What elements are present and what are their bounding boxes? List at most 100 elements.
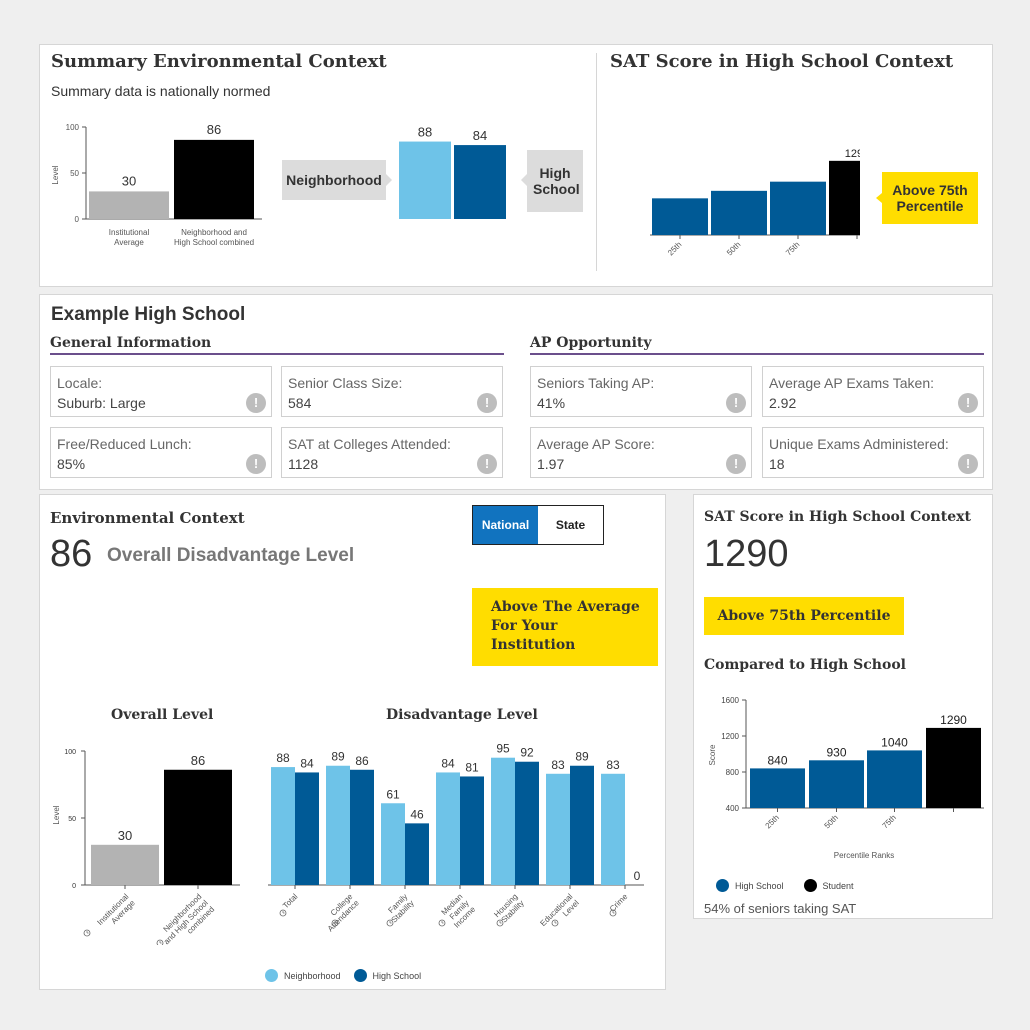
info-icon[interactable]: ! (477, 454, 497, 474)
x-tick-label: CollegeAttendance (319, 892, 361, 934)
bar-value-label: 95 (496, 742, 510, 756)
x-tick-label: 25th (764, 813, 781, 830)
toggle-national[interactable]: National (473, 506, 538, 544)
x-tick-label: Total (281, 892, 299, 910)
summary-divider (596, 53, 597, 271)
sat-badge: Above 75th Percentile (704, 597, 904, 635)
disadv-bar (601, 773, 625, 885)
info-icon[interactable]: ! (726, 454, 746, 474)
info-icon[interactable]: ! (477, 393, 497, 413)
legend-high-school-swatch (716, 879, 729, 892)
x-tick-label: Neighborhood and High School combined (174, 228, 254, 247)
info-icon[interactable]: ! (958, 454, 978, 474)
sat-bar-2 (770, 181, 826, 235)
sat-badge-text: Above 75th Percentile (717, 608, 891, 624)
x-tick-label: 75th (881, 813, 898, 830)
bar-value-label: 92 (520, 746, 534, 760)
summary-sat-title: SAT Score in High School Context (610, 51, 954, 72)
bar-value-label: 1290 (940, 713, 967, 727)
bar-value-label: 89 (331, 750, 345, 764)
bar-value-label: 84 (300, 756, 314, 770)
y-tick-label: 0 (75, 215, 80, 224)
y-tick-label: 50 (70, 169, 79, 178)
legend-neighborhood-swatch (265, 969, 278, 982)
high-school-callout: High School (527, 150, 583, 212)
bar-value-label: 88 (276, 751, 290, 765)
compared-title: Compared to High School (704, 657, 906, 673)
field-free-reduced-lunch-value: 85% (57, 456, 86, 472)
compared-bar-3 (926, 727, 981, 808)
summary-sat-badge-text: Above 75th Percentile (892, 182, 968, 214)
y-tick-label: 100 (66, 123, 80, 132)
legend-high-school-swatch (353, 969, 367, 982)
field-unique-exams-label: Unique Exams Administered: (769, 436, 949, 452)
clock-icon (156, 939, 164, 945)
disadv-bar (460, 776, 484, 885)
summary-comparison-chart: 88 84 (399, 125, 506, 219)
disadv-bar (295, 772, 319, 885)
env-title: Environmental Context (50, 509, 245, 527)
info-icon[interactable]: ! (246, 393, 266, 413)
y-tick-label: 100 (64, 749, 76, 756)
info-icon[interactable]: ! (726, 393, 746, 413)
disadv-bar (381, 803, 405, 885)
bar-1 (174, 139, 254, 219)
sat-bar-3 (829, 160, 860, 235)
bar-value-label: 86 (355, 754, 369, 768)
overall-level-title: Overall Level (111, 707, 214, 723)
bar-value-label: 46 (410, 807, 424, 821)
disadvantage-level-title: Disadvantage Level (386, 707, 538, 723)
y-tick-label: 1200 (721, 732, 739, 741)
compared-xlabel: Percentile Ranks (834, 851, 894, 860)
sat-score: 1290 (704, 533, 789, 575)
bar-value-label: 930 (826, 745, 846, 759)
compared-bar-0 (750, 768, 805, 808)
y-tick-label: 0 (72, 883, 76, 890)
legend-high-school-label: High School (372, 970, 422, 981)
sat-bar-0 (652, 198, 708, 235)
bar-value-label: 840 (767, 753, 787, 767)
field-locale-value: Suburb: Large (57, 395, 146, 411)
ap-opportunity-heading: AP Opportunity (530, 335, 652, 351)
bar-value-label: 81 (465, 760, 479, 774)
info-icon[interactable]: ! (958, 393, 978, 413)
disadv-bar (570, 765, 594, 885)
sat-title: SAT Score in High School Context (704, 509, 971, 525)
field-sat-colleges: SAT at Colleges Attended: 1128 ! (281, 427, 503, 478)
field-seniors-taking-ap: Seniors Taking AP: 41% ! (530, 366, 752, 417)
y-tick-label: 800 (726, 768, 740, 777)
school-panel: Example High School General Information … (39, 294, 993, 490)
field-locale-label: Locale: (57, 375, 103, 391)
field-locale: Locale: Suburb: Large ! (50, 366, 272, 417)
summary-high-school-value: 84 (473, 128, 487, 143)
toggle-state[interactable]: State (538, 506, 603, 544)
bar-value-label: 1040 (881, 735, 908, 749)
y-tick-label: 400 (726, 804, 740, 813)
overall-level-chart: Level 0 50 100 30 InstitutionalAverage 86 Neig… (52, 749, 240, 945)
disadv-bar (491, 757, 515, 885)
bar-value-label: 86 (191, 753, 205, 768)
field-avg-ap-exams: Average AP Exams Taken: 2.92 ! (762, 366, 984, 417)
compared-chart: Score 400 800 1200 1600 840 25th 930 50th 1040 75… (708, 696, 984, 860)
x-tick-label: HousingStability (492, 892, 525, 925)
bar-value-label: 1290 (845, 148, 860, 160)
x-tick-label: FamilyStability (383, 892, 416, 925)
summary-high-school-bar (454, 145, 506, 219)
clock-icon (609, 909, 617, 917)
field-sat-colleges-label: SAT at Colleges Attended: (288, 436, 451, 452)
sat-bar-1 (711, 190, 767, 235)
bar-value-label: 0 (634, 869, 641, 883)
info-icon[interactable]: ! (246, 454, 266, 474)
legend-neighborhood-label: Neighborhood (284, 970, 341, 981)
summary-level-ylabel: Level (51, 165, 60, 184)
bar-value-label: 84 (441, 756, 455, 770)
field-avg-ap-exams-value: 2.92 (769, 395, 797, 411)
field-senior-class-size-label: Senior Class Size: (288, 375, 403, 391)
clock-icon (83, 929, 91, 937)
disadv-bar (546, 773, 570, 885)
summary-neighborhood-bar (399, 141, 451, 219)
field-avg-ap-score: Average AP Score: 1.97 ! (530, 427, 752, 478)
neighborhood-callout: Neighborhood (282, 160, 386, 200)
bar-value-label: 89 (575, 750, 589, 764)
